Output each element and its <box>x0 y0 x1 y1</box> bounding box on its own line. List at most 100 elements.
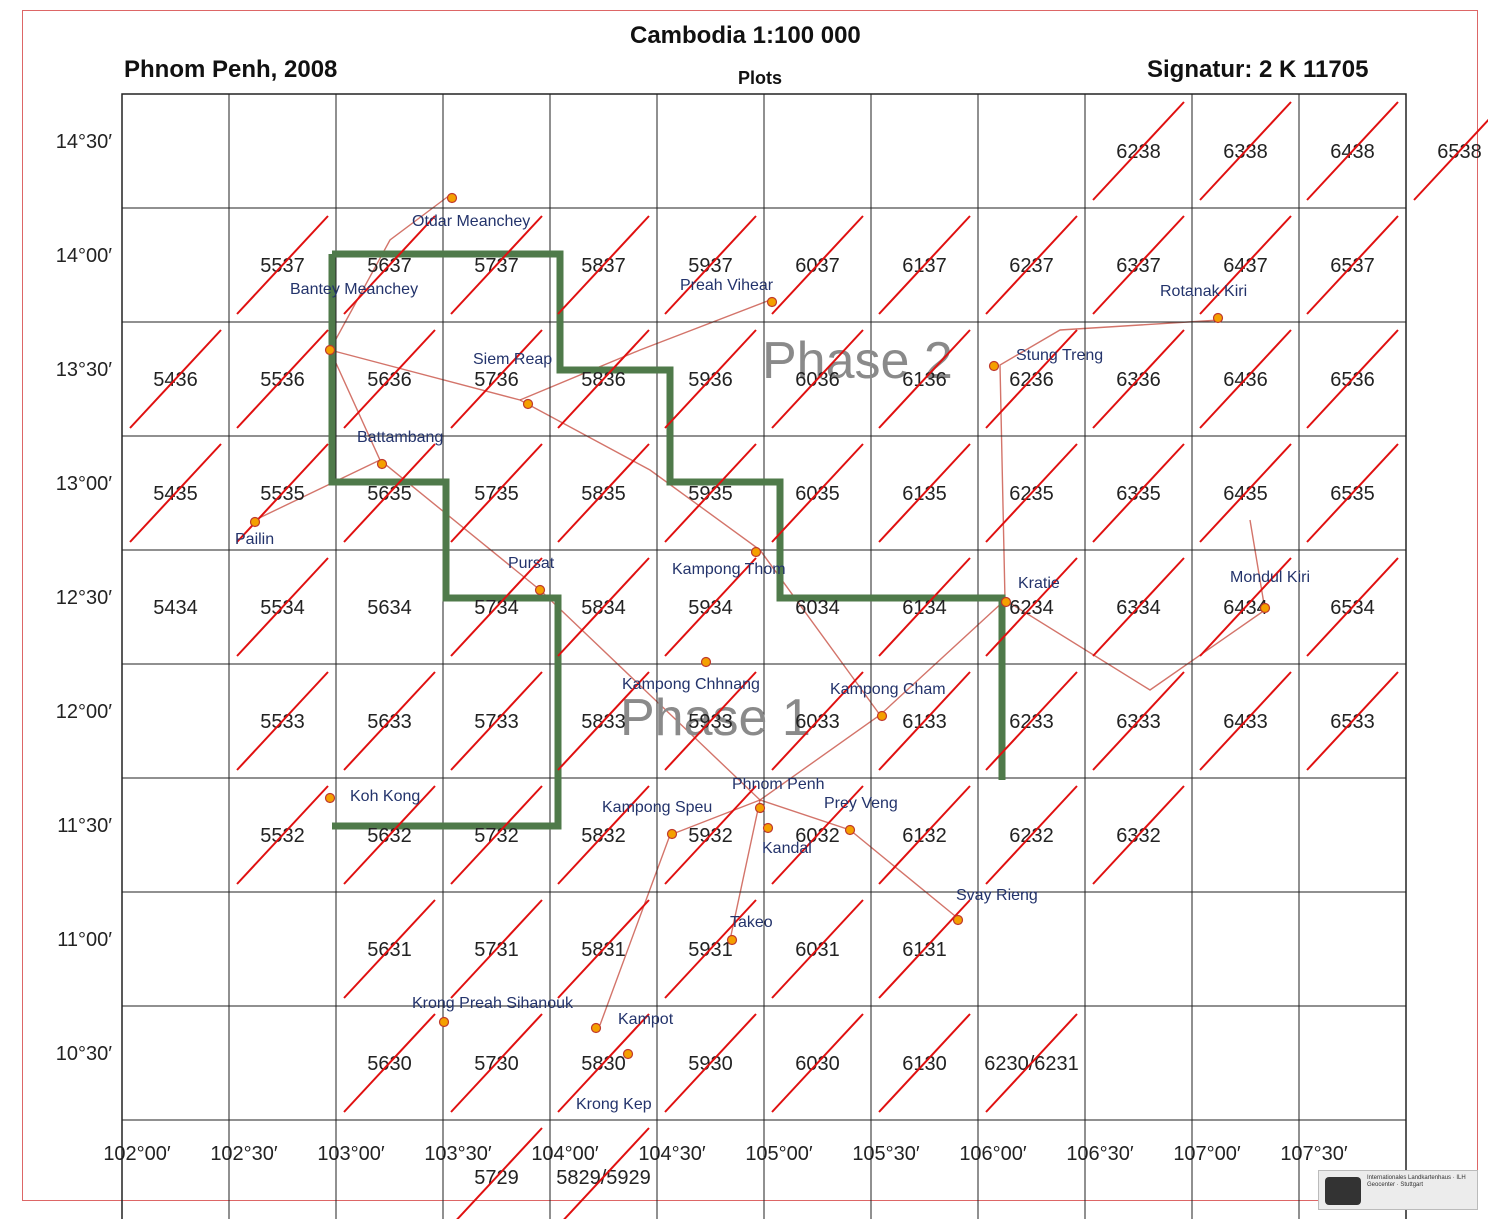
longitude-label: 106°30′ <box>1066 1143 1134 1165</box>
plot-mark <box>878 443 971 543</box>
plot-mark <box>343 1013 436 1113</box>
plot-mark <box>557 671 650 771</box>
plot-mark <box>1306 329 1399 429</box>
longitude-label: 107°00′ <box>1173 1143 1241 1165</box>
town-label: Kampong Chhnang <box>622 676 760 693</box>
plot-mark <box>771 785 864 885</box>
plot-mark <box>450 1013 543 1113</box>
road-line <box>254 459 381 521</box>
ilh-logo: Internationales Landkartenhaus · ILH Geoc… <box>1318 1170 1478 1210</box>
plot-mark <box>343 329 436 429</box>
plot-mark <box>985 443 1078 543</box>
plot-mark <box>1092 443 1185 543</box>
plot-mark <box>985 671 1078 771</box>
sheet-label: 6034 <box>795 597 840 619</box>
latitude-label: 11°30′ <box>57 815 112 837</box>
map-frame <box>22 10 1478 1201</box>
plot-mark <box>771 899 864 999</box>
town-label: Rotanak Kiri <box>1160 283 1247 300</box>
town-label: Kampong Thom <box>672 561 786 578</box>
road-line <box>329 194 451 351</box>
latitude-label: 14°00′ <box>56 245 112 267</box>
plot-mark <box>343 785 436 885</box>
longitude-label: 102°00′ <box>103 1143 171 1165</box>
plots-caption: Plots <box>738 68 783 88</box>
plot-mark <box>985 329 1078 429</box>
plot-mark <box>450 899 543 999</box>
plot-mark <box>1306 101 1399 201</box>
road-line <box>519 299 771 401</box>
plot-mark <box>236 215 329 315</box>
plot-mark <box>1199 443 1292 543</box>
town-marker <box>766 296 778 308</box>
plot-mark <box>450 671 543 771</box>
plot-mark <box>1306 557 1399 657</box>
phase-boundaries: Phase 1 Phase 2 <box>328 250 1006 830</box>
latitude-label: 13°00′ <box>56 473 112 495</box>
town-label: Kratie <box>1018 575 1060 592</box>
plot-mark <box>664 671 757 771</box>
sheet-grid <box>121 93 1407 1219</box>
town-marker <box>700 656 712 668</box>
signature-label: Signatur: 2 K 11705 <box>1147 56 1369 83</box>
plot-mark <box>129 329 222 429</box>
town-marker <box>522 398 534 410</box>
plot-mark <box>664 443 757 543</box>
latitude-label: 14°30′ <box>56 131 112 153</box>
town-marker <box>952 914 964 926</box>
plot-mark <box>878 671 971 771</box>
plot-mark <box>664 785 757 885</box>
town-label: Stung Treng <box>1016 347 1103 364</box>
town-marker <box>534 584 546 596</box>
plot-mark <box>1092 557 1185 657</box>
longitude-label: 103°00′ <box>317 1143 385 1165</box>
plot-mark <box>343 215 436 315</box>
plot-mark <box>129 443 222 543</box>
town-label: Otdar Meanchey <box>412 213 530 230</box>
plot-mark <box>664 557 757 657</box>
town-marker <box>1000 596 1012 608</box>
longitude-label: 104°00′ <box>531 1143 599 1165</box>
plot-mark <box>236 329 329 429</box>
longitude-label: 103°30′ <box>424 1143 492 1165</box>
plot-mark <box>771 1013 864 1113</box>
plot-mark <box>450 215 543 315</box>
plot-mark <box>450 785 543 885</box>
plot-mark <box>771 443 864 543</box>
road-line <box>729 799 761 941</box>
plot-mark <box>1199 671 1292 771</box>
map-title: Cambodia 1:100 000 <box>630 22 861 49</box>
town-label: Kampot <box>618 1011 674 1028</box>
town-label: Koh Kong <box>350 788 420 805</box>
plot-mark <box>1306 443 1399 543</box>
longitude-label: 102°30′ <box>210 1143 278 1165</box>
plot-mark <box>1092 215 1185 315</box>
town-marker <box>622 1048 634 1060</box>
town-label: Svay Rieng <box>956 887 1038 904</box>
plot-mark <box>557 443 650 543</box>
town-marker <box>324 344 336 356</box>
town-label: Siem Reap <box>473 351 552 368</box>
road-line <box>329 349 1006 801</box>
town-markers: Otdar Meanchey Bantey Meanchey Siem Reap Ba… <box>235 192 1310 1113</box>
latitude-label: 10°30′ <box>56 1043 112 1065</box>
phase-1-label: Phase 1 <box>620 689 811 747</box>
town-marker <box>762 822 774 834</box>
coordinate-labels: 102°00′ 102°30′ 103°00′ 103°30′ 104°00′ 104°3… <box>56 131 1348 1165</box>
plot-mark <box>664 1013 757 1113</box>
town-marker <box>590 1022 602 1034</box>
plot-mark <box>664 215 757 315</box>
plot-mark <box>1199 329 1292 429</box>
plot-mark <box>878 329 971 429</box>
latitude-label: 11°00′ <box>57 929 112 951</box>
sheet-label: 5634 <box>367 597 412 619</box>
town-label: Kampong Cham <box>830 681 946 698</box>
town-label: Phnom Penh <box>732 776 825 793</box>
town-label: Krong Kep <box>576 1096 652 1113</box>
town-label: Krong Preah Sihanouk <box>412 995 574 1012</box>
plot-mark <box>878 215 971 315</box>
sheet-labels: 6238633864386538553756375737583759376037… <box>153 141 1482 1189</box>
latitude-label: 13°30′ <box>56 359 112 381</box>
plot-mark <box>450 557 543 657</box>
